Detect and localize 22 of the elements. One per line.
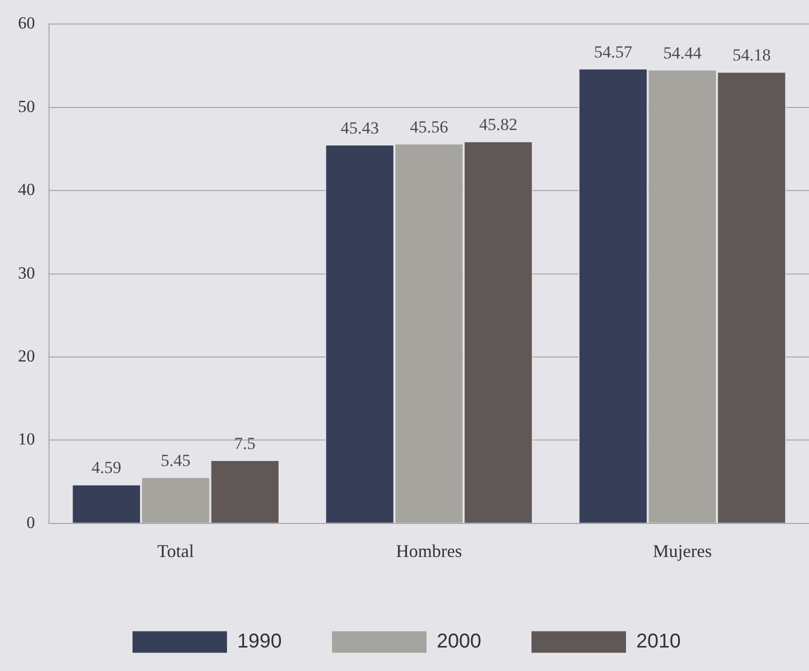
data-label: 54.18 [732, 46, 771, 65]
y-tick-label: 40 [18, 180, 35, 200]
y-tick-label: 50 [18, 96, 35, 116]
legend-label: 2010 [636, 630, 681, 653]
x-tick-label: Hombres [396, 540, 462, 561]
x-tick-label: Total [157, 540, 194, 561]
y-tick-label: 60 [18, 14, 35, 33]
data-label: 7.5 [234, 434, 256, 453]
y-tick-label: 30 [18, 263, 35, 282]
x-tick-label: Mujeres [652, 540, 712, 561]
data-label: 54.44 [663, 43, 702, 62]
y-tick-label: 20 [18, 346, 35, 366]
y-tick-label: 10 [18, 430, 35, 449]
data-label: 45.82 [479, 115, 518, 134]
legend-label: 2000 [436, 630, 482, 653]
data-label: 4.59 [92, 458, 122, 478]
data-label: 5.45 [160, 451, 191, 470]
data-label: 54.57 [594, 42, 633, 62]
legend-label: 1990 [237, 630, 282, 653]
y-tick-label: 0 [26, 512, 35, 532]
data-label: 45.56 [410, 117, 448, 136]
data-label: 45.43 [340, 118, 379, 138]
